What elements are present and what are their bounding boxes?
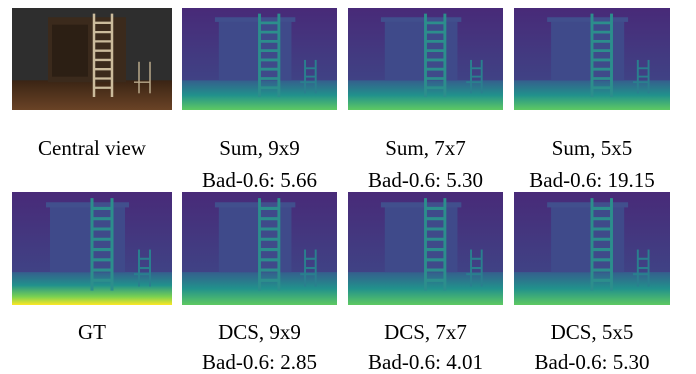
panel-image <box>514 8 670 110</box>
caption: Bad-0.6: 19.15 <box>502 168 682 192</box>
caption: Bad-0.6: 5.30 <box>502 350 682 374</box>
panel-image <box>348 8 503 110</box>
panel-image <box>348 192 503 305</box>
caption: Sum, 9x9 <box>170 136 350 160</box>
caption: DCS, 5x5 <box>502 320 682 344</box>
panel-image <box>12 192 172 305</box>
caption: DCS, 9x9 <box>170 320 350 344</box>
caption: Central view <box>2 136 182 160</box>
caption: Bad-0.6: 5.30 <box>336 168 516 192</box>
caption: Sum, 7x7 <box>336 136 516 160</box>
panel-image <box>514 192 670 305</box>
panel-image <box>12 8 172 110</box>
caption: Sum, 5x5 <box>502 136 682 160</box>
figure: Central viewSum, 9x9 Bad-0.6: 5.66 Sum, 7x… <box>0 0 696 374</box>
caption: Bad-0.6: 5.66 <box>170 168 350 192</box>
panel-image <box>182 192 337 305</box>
caption: Bad-0.6: 4.01 <box>336 350 516 374</box>
caption: DCS, 7x7 <box>336 320 516 344</box>
caption: GT <box>2 320 182 344</box>
panel-image <box>182 8 337 110</box>
caption: Bad-0.6: 2.85 <box>170 350 350 374</box>
